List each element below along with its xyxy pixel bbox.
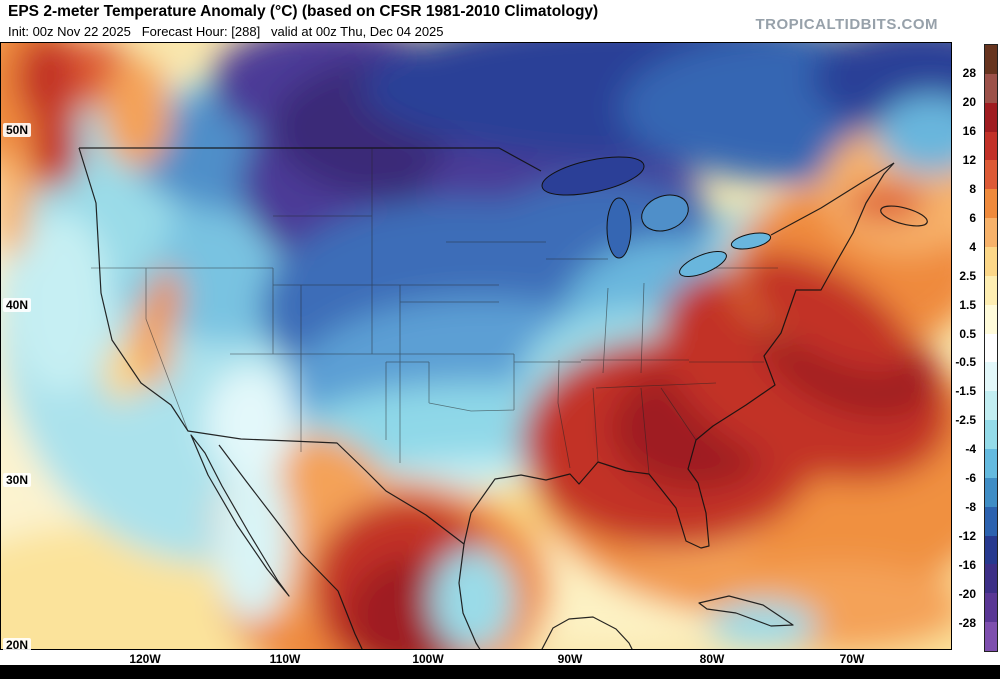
colorbar-tick-label: -1.5 bbox=[955, 384, 976, 399]
map-canvas bbox=[0, 42, 952, 650]
colorbar-segment bbox=[985, 449, 997, 478]
lon-axis-label: 80W bbox=[699, 652, 725, 666]
colorbar-segment bbox=[985, 333, 997, 363]
colorbar-segment bbox=[985, 45, 997, 74]
anomaly-field bbox=[1, 43, 951, 649]
colorbar-segment bbox=[985, 564, 997, 594]
great-lakes bbox=[541, 156, 772, 278]
lon-axis-label: 90W bbox=[557, 652, 583, 666]
colorbar-tick-label: 16 bbox=[962, 123, 976, 138]
colorbar-tick-label: 20 bbox=[962, 94, 976, 109]
lon-axis-label: 120W bbox=[129, 652, 161, 666]
state-borders bbox=[91, 148, 778, 475]
lat-axis-label: 50N bbox=[3, 123, 32, 137]
colorbar-tick-label: 28 bbox=[962, 65, 976, 80]
colorbar-segment bbox=[985, 477, 997, 507]
lat-axis-label: 40N bbox=[3, 298, 32, 312]
colorbar-tick-label: -8 bbox=[965, 500, 976, 515]
colorbar-segment bbox=[985, 73, 997, 103]
colorbar-tick-label: -28 bbox=[958, 616, 976, 631]
colorbar-segment bbox=[985, 275, 997, 305]
colorbar-segment bbox=[985, 189, 997, 219]
colorbar-tick-label: -12 bbox=[958, 529, 976, 544]
colorbar-segment bbox=[985, 506, 997, 536]
colorbar-tick-label: 2.5 bbox=[959, 268, 976, 283]
colorbar-segment bbox=[985, 622, 997, 652]
colorbar-segment bbox=[985, 535, 997, 565]
colorbar-tick-label: -2.5 bbox=[955, 413, 976, 428]
init-forecast-line: Init: 00z Nov 22 2025 Forecast Hour: [28… bbox=[8, 24, 444, 39]
colorbar-tick-label: 4 bbox=[969, 239, 976, 254]
colorbar-tick-label: -4 bbox=[965, 442, 976, 457]
coastlines bbox=[78, 147, 928, 649]
colorbar-segment bbox=[985, 420, 997, 450]
colorbar-tick-label: 0.5 bbox=[959, 326, 976, 341]
lon-axis-label: 70W bbox=[839, 652, 865, 666]
colorbar-segment bbox=[985, 362, 997, 392]
colorbar-tick-label: -0.5 bbox=[955, 355, 976, 370]
colorbar-segment bbox=[985, 102, 997, 132]
colorbar-tick-label: -20 bbox=[958, 587, 976, 602]
colorbar bbox=[984, 44, 998, 652]
site-watermark: TROPICALTIDBITS.COM bbox=[755, 16, 938, 33]
colorbar-segment bbox=[985, 218, 997, 248]
colorbar-tick-label: 12 bbox=[962, 152, 976, 167]
colorbar-tick-label: 8 bbox=[969, 181, 976, 196]
lat-axis-label: 20N bbox=[3, 638, 32, 652]
colorbar-segment bbox=[985, 304, 997, 334]
footer-bar bbox=[0, 665, 1000, 679]
colorbar-segment bbox=[985, 160, 997, 190]
colorbar-segment bbox=[985, 131, 997, 161]
anomaly-map bbox=[1, 43, 951, 649]
colorbar-tick-label: -16 bbox=[958, 558, 976, 573]
colorbar-segment bbox=[985, 247, 997, 276]
lat-axis-label: 30N bbox=[3, 473, 32, 487]
colorbar-tick-label: 1.5 bbox=[959, 297, 976, 312]
lon-axis-label: 100W bbox=[412, 652, 444, 666]
colorbar-tick-label: -6 bbox=[965, 471, 976, 486]
colorbar-segment bbox=[985, 593, 997, 623]
colorbar-segment bbox=[985, 391, 997, 421]
lon-axis-label: 110W bbox=[269, 652, 301, 666]
colorbar-tick-label: 6 bbox=[969, 210, 976, 225]
page-title: EPS 2-meter Temperature Anomaly (°C) (ba… bbox=[8, 3, 599, 20]
colorbar-ticks: 28 20 16 12 8 6 4 2.5 1.5 0.5 -0.5 -1.5 -2.5 -4 -6 -8 -1… bbox=[944, 44, 980, 652]
